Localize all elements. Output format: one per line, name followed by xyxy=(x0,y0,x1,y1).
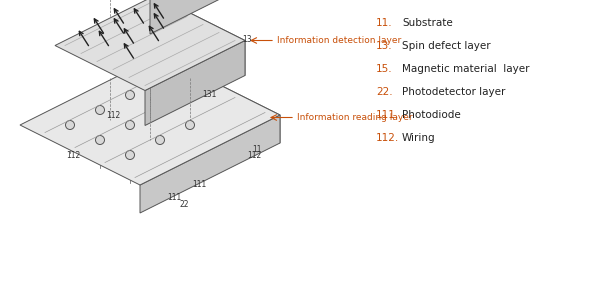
Text: 111: 111 xyxy=(167,192,181,201)
Text: 111.: 111. xyxy=(376,110,399,120)
Text: 112: 112 xyxy=(106,112,120,121)
Polygon shape xyxy=(150,0,230,34)
Polygon shape xyxy=(160,55,280,143)
Text: Wiring: Wiring xyxy=(402,133,436,143)
Text: 112.: 112. xyxy=(376,133,399,143)
Circle shape xyxy=(95,135,104,144)
Text: Spin defect layer: Spin defect layer xyxy=(402,41,491,51)
Text: 11.: 11. xyxy=(376,18,392,28)
Text: 22: 22 xyxy=(180,200,190,209)
Text: Substrate: Substrate xyxy=(402,18,453,28)
Text: 13.: 13. xyxy=(376,41,392,51)
Circle shape xyxy=(185,90,194,99)
Circle shape xyxy=(125,121,134,130)
Text: 13: 13 xyxy=(242,35,251,44)
Text: Information reading layer: Information reading layer xyxy=(297,113,413,122)
Text: 112: 112 xyxy=(247,151,261,160)
Text: Magnetic material  layer: Magnetic material layer xyxy=(402,64,530,74)
Circle shape xyxy=(185,121,194,130)
Circle shape xyxy=(155,135,164,144)
Polygon shape xyxy=(140,115,280,213)
Circle shape xyxy=(155,105,164,114)
Circle shape xyxy=(125,151,134,160)
Text: 15.: 15. xyxy=(376,64,392,74)
Text: 112: 112 xyxy=(66,151,80,160)
Text: Photodetector layer: Photodetector layer xyxy=(402,87,505,97)
Polygon shape xyxy=(55,0,245,90)
Polygon shape xyxy=(155,0,245,76)
Text: 11: 11 xyxy=(252,145,262,154)
Circle shape xyxy=(155,76,164,85)
Circle shape xyxy=(125,90,134,99)
Circle shape xyxy=(65,121,74,130)
Text: 111: 111 xyxy=(192,180,206,189)
Polygon shape xyxy=(20,55,280,185)
Circle shape xyxy=(95,105,104,114)
Text: 22.: 22. xyxy=(376,87,392,97)
Text: Information detection layer: Information detection layer xyxy=(277,36,401,45)
Text: 131: 131 xyxy=(202,90,217,99)
Text: Photodiode: Photodiode xyxy=(402,110,461,120)
Polygon shape xyxy=(145,40,245,126)
